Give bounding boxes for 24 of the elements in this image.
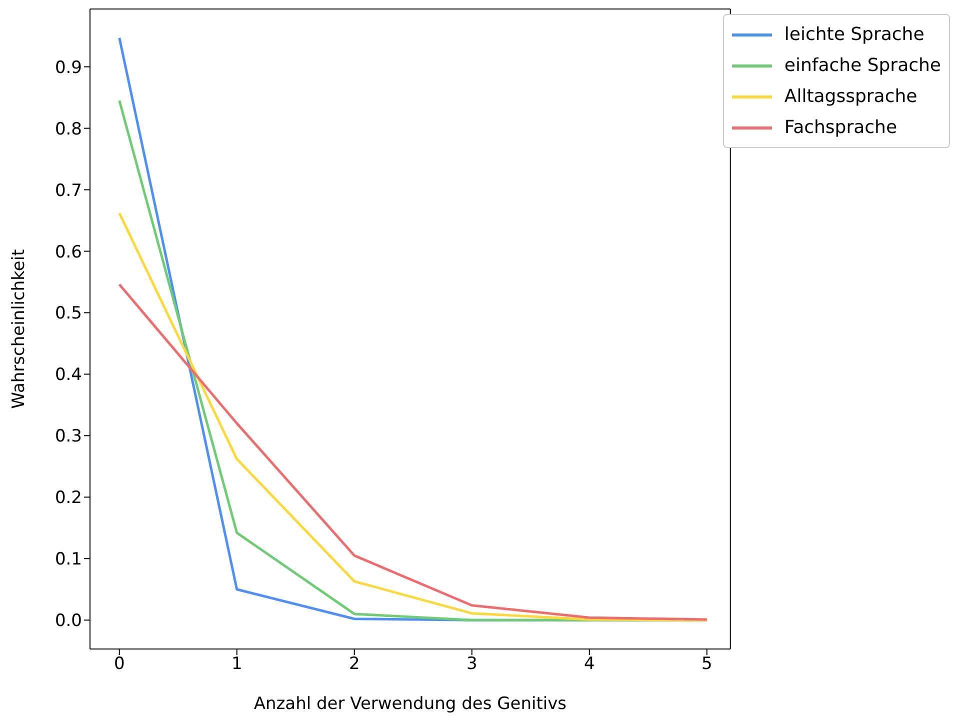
x-tick-label: 3 <box>466 654 478 674</box>
x-axis-title: Anzahl der Verwendung des Genitivs <box>254 694 567 714</box>
y-tick-label: 0.7 <box>54 180 82 201</box>
legend-label: Alltagssprache <box>784 85 918 109</box>
y-axis-title: Wahrscheinlichkeit <box>9 248 30 409</box>
y-tick-label: 0.5 <box>54 304 82 324</box>
line-series <box>118 283 708 621</box>
y-tick-label: 0.4 <box>54 365 82 386</box>
line-series <box>118 212 708 622</box>
x-tick-label: 1 <box>231 654 242 674</box>
y-tick-label: 0.3 <box>54 426 82 447</box>
legend-label: einfache Sprache <box>784 54 941 78</box>
y-tick-label: 0.6 <box>54 242 82 262</box>
legend-label: Fachsprache <box>784 116 898 140</box>
x-tick-label: 4 <box>584 654 595 674</box>
y-tick-label: 0.0 <box>54 611 82 632</box>
y-tick-label: 0.9 <box>54 58 82 78</box>
x-tick-label: 5 <box>701 654 712 674</box>
x-tick-label: 0 <box>114 654 125 674</box>
x-tick-label: 2 <box>348 654 360 674</box>
y-tick-label: 0.1 <box>54 550 82 570</box>
y-tick-label: 0.2 <box>54 488 82 508</box>
legend-label: leichte Sprache <box>784 23 924 47</box>
y-tick-label: 0.8 <box>54 119 82 140</box>
